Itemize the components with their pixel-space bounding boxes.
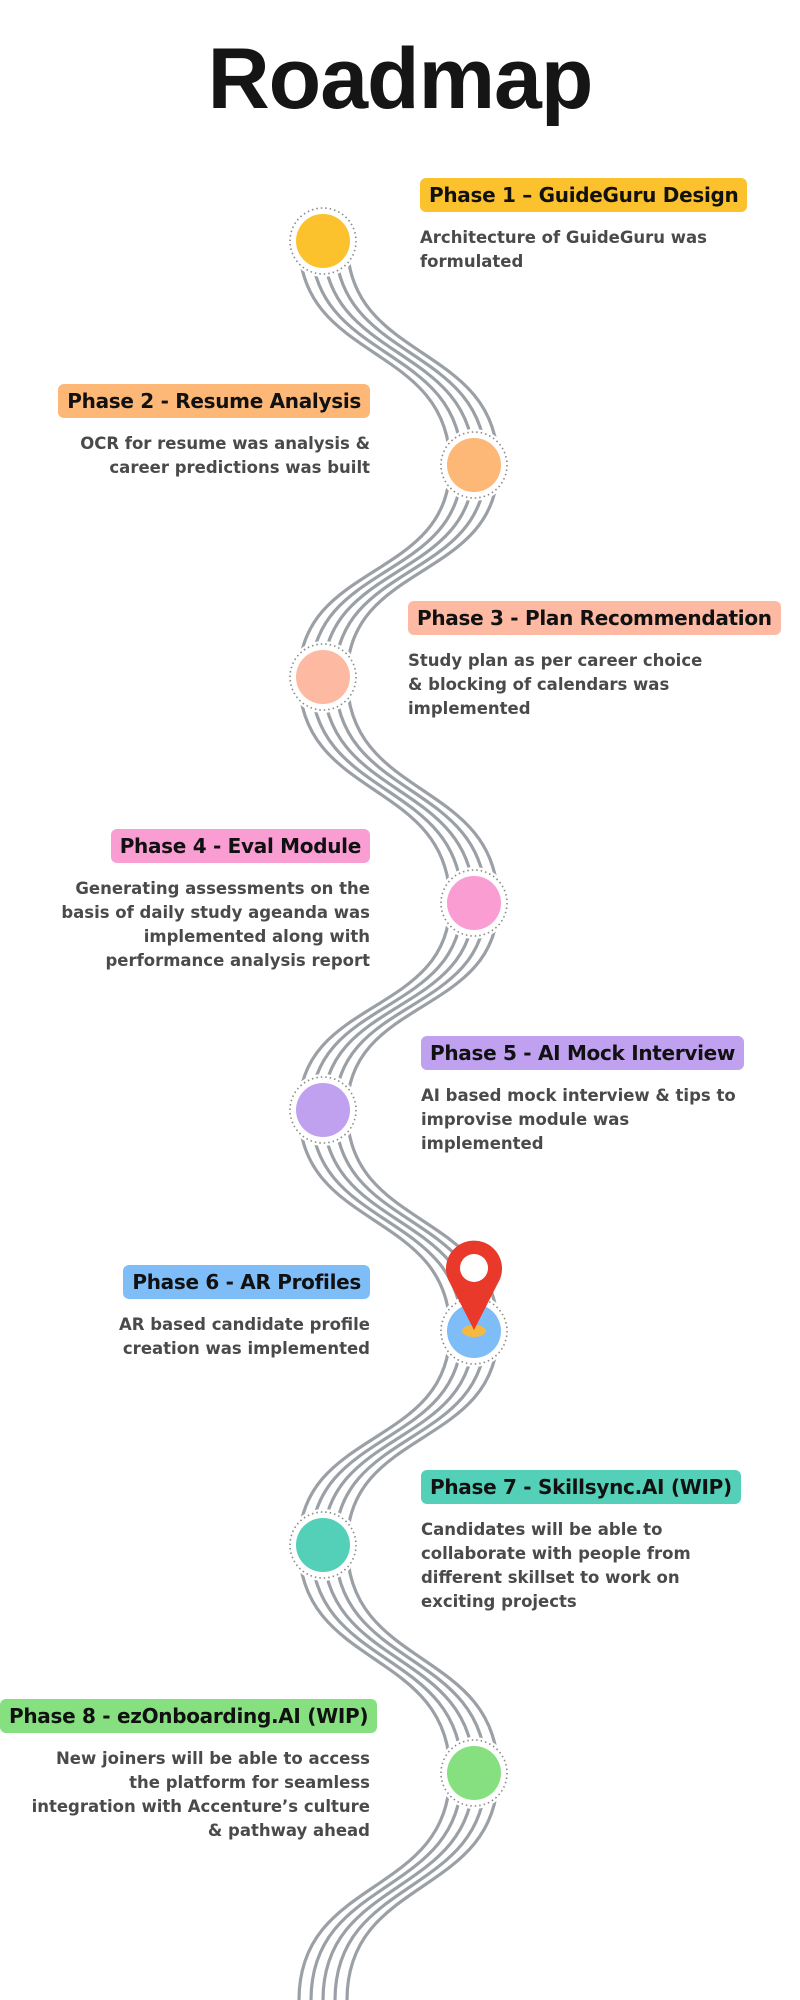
phase-6-description: AR based candidate profile creation was … — [119, 1315, 370, 1358]
milestone-node-5 — [287, 1074, 359, 1146]
phase-7-label: Phase 7 - Skillsync.AI (WIP) — [421, 1470, 741, 1504]
phase-4-label: Phase 4 - Eval Module — [110, 829, 370, 863]
phase-4: Phase 4 - Eval Module Generating assessm… — [30, 829, 370, 973]
location-pin-icon — [446, 1240, 502, 1337]
phase-1: Phase 1 – GuideGuru Design Architecture … — [420, 178, 760, 274]
phase-8-description: New joiners will be able to access the p… — [31, 1749, 370, 1840]
phase-5-description: AI based mock interview & tips to improv… — [421, 1086, 736, 1153]
phase-8: Phase 8 - ezOnboarding.AI (WIP) New join… — [0, 1699, 378, 1843]
phase-2-label: Phase 2 - Resume Analysis — [58, 384, 370, 418]
milestone-node-7 — [287, 1509, 359, 1581]
phase-3-description: Study plan as per career choice & blocki… — [408, 651, 703, 718]
phase-6: Phase 6 - AR Profiles AR based candidate… — [30, 1265, 370, 1361]
phase-8-label: Phase 8 - ezOnboarding.AI (WIP) — [0, 1699, 378, 1733]
phase-2-description: OCR for resume was analysis & career pre… — [80, 434, 370, 477]
phase-6-label: Phase 6 - AR Profiles — [123, 1265, 370, 1299]
phase-7: Phase 7 - Skillsync.AI (WIP) Candidates … — [421, 1470, 761, 1614]
phase-7-description: Candidates will be able to collaborate w… — [421, 1520, 691, 1611]
milestone-node-1 — [287, 205, 359, 277]
phase-3-label: Phase 3 - Plan Recommendation — [408, 601, 781, 635]
phase-3: Phase 3 - Plan Recommendation Study plan… — [408, 601, 793, 721]
phase-2: Phase 2 - Resume Analysis OCR for resume… — [30, 384, 370, 480]
phase-1-label: Phase 1 – GuideGuru Design — [420, 178, 748, 212]
phase-4-description: Generating assessments on the basis of d… — [61, 879, 370, 970]
milestone-node-2 — [438, 429, 510, 501]
milestone-node-4 — [438, 867, 510, 939]
phase-5: Phase 5 - AI Mock Interview AI based moc… — [421, 1036, 761, 1156]
phase-1-description: Architecture of GuideGuru was formulated — [420, 228, 707, 271]
milestone-node-8 — [438, 1737, 510, 1809]
phase-5-label: Phase 5 - AI Mock Interview — [421, 1036, 745, 1070]
page-title: Roadmap — [207, 31, 594, 127]
milestone-node-3 — [287, 641, 359, 713]
